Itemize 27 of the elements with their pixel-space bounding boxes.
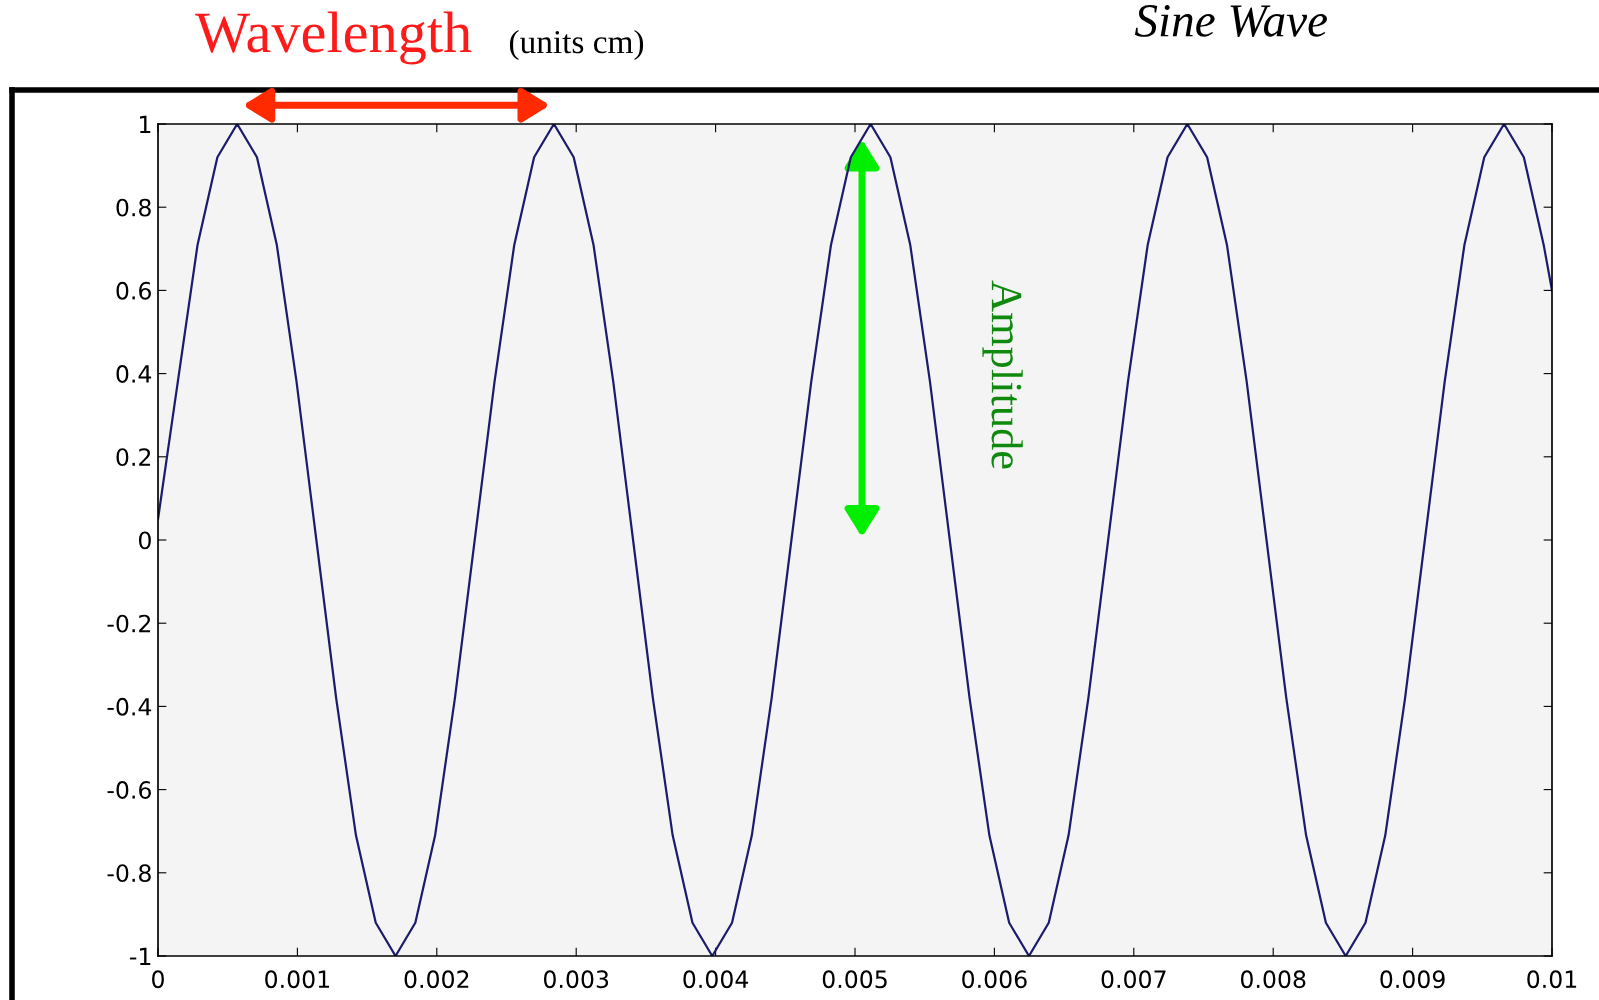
x-tick-label: 0.003: [543, 970, 609, 989]
chart-title: Sine Wave: [1134, 5, 1327, 38]
x-tick-label: 0.006: [962, 970, 1027, 989]
x-tick-label: 0.008: [1240, 970, 1306, 989]
x-tick-label: 0.004: [683, 970, 749, 989]
x-tick-label: 0.009: [1380, 970, 1445, 989]
line-series: [158, 124, 1552, 956]
x-tick-label: 0.01: [1527, 970, 1577, 989]
x-tick-label: 0.007: [1101, 970, 1166, 989]
text: Wavelength: [195, 11, 472, 65]
y-tick-label: 0.2: [116, 448, 151, 467]
x-tick-label: 0: [152, 970, 164, 989]
y-tick-label: -0.8: [107, 864, 151, 883]
x-tick-label: 0.002: [404, 970, 469, 989]
y-tick-label: -0.2: [107, 614, 151, 633]
y-tick-label: 0.4: [116, 365, 152, 383]
y-tick-label: 1: [140, 115, 151, 133]
x-tick-label: 0.001: [265, 970, 330, 989]
y-tick-label: 0.6: [116, 281, 151, 300]
y-tick-label: 0.8: [116, 198, 151, 217]
x-tick-label: 0.005: [822, 970, 887, 989]
annotation: Amplitude: [982, 280, 1023, 469]
y-tick-label: -0.6: [107, 781, 151, 799]
y-tick-label: 0: [138, 531, 151, 550]
text: (units cm): [509, 29, 644, 61]
y-tick-label: -0.4: [107, 697, 152, 716]
y-tick-label: -1: [130, 947, 151, 965]
